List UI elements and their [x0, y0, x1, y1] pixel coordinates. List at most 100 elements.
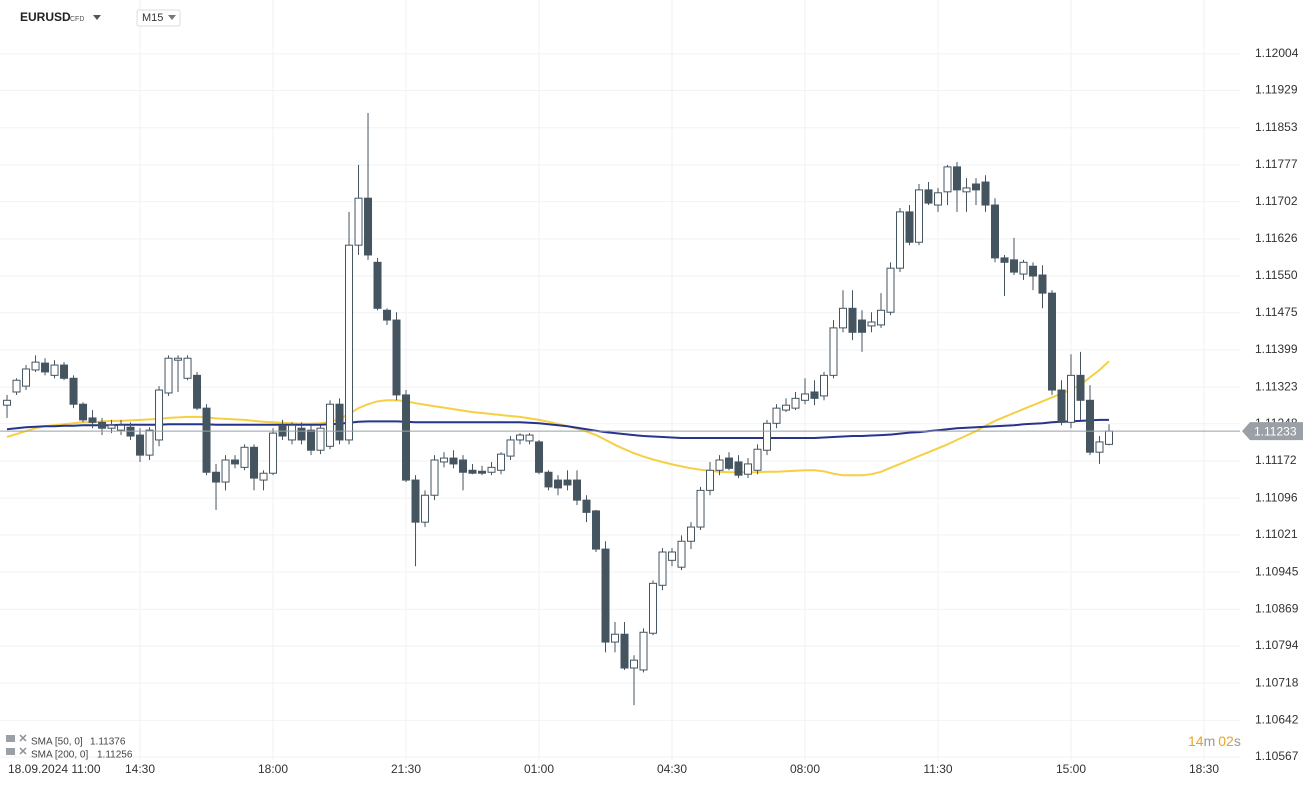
- candle-body: [1048, 292, 1057, 391]
- x-tick-label: 18:00: [258, 762, 288, 776]
- sma-line: [6, 418, 1109, 439]
- y-tick-label: 1.11777: [1255, 157, 1298, 171]
- candle-body: [1010, 259, 1019, 273]
- candle-body: [1104, 430, 1113, 445]
- candle-body: [601, 548, 610, 643]
- candle-body: [373, 261, 382, 309]
- candle-body: [763, 422, 772, 451]
- legend-remove[interactable]: [19, 747, 27, 755]
- y-tick-label: 1.10567: [1255, 749, 1299, 763]
- candle-body: [164, 357, 173, 394]
- candle-body: [335, 403, 344, 441]
- candle-body: [50, 364, 59, 376]
- candle-body: [1000, 257, 1009, 263]
- instrument-type: CFD: [70, 16, 84, 23]
- x-tick-label: 11:30: [923, 762, 952, 776]
- candle-body: [107, 424, 116, 429]
- y-tick-label: 1.11399: [1255, 342, 1298, 356]
- x-tick-label: 15:00: [1056, 762, 1086, 776]
- x-tick-label: 14:30: [125, 762, 155, 776]
- candle-body: [155, 389, 164, 441]
- candle-body: [231, 459, 240, 465]
- candle-body: [687, 526, 696, 542]
- candle-body: [12, 379, 21, 393]
- candle-body: [782, 404, 791, 411]
- x-tick-label: 08:00: [790, 762, 820, 776]
- legend-remove[interactable]: [19, 734, 27, 742]
- candle-body: [620, 633, 629, 669]
- y-tick-label: 1.11323: [1255, 379, 1298, 393]
- timer-minutes-unit: m: [1204, 733, 1216, 749]
- candle-body: [297, 427, 306, 441]
- timer-minutes: 14: [1188, 733, 1204, 749]
- candle-body: [801, 393, 810, 401]
- candle-body: [354, 197, 363, 246]
- candle-body: [174, 357, 183, 361]
- symbol-dropdown[interactable]: [93, 15, 101, 20]
- y-tick-label: 1.11550: [1255, 268, 1298, 282]
- interval[interactable]: M15: [142, 12, 163, 24]
- candle-body: [677, 540, 686, 568]
- candle-body: [582, 499, 591, 513]
- axes: 1.12004 1.11929 1.11853 1.11777 1.11702 1.116…: [0, 46, 1303, 776]
- candle-body: [88, 417, 97, 423]
- candle-body: [915, 189, 924, 243]
- candle-body: [867, 321, 876, 327]
- interval-selector[interactable]: [136, 9, 181, 27]
- candle-timer: 14m 02s: [1188, 733, 1241, 749]
- candle-body: [69, 377, 78, 405]
- legend-label: SMA [200, 0]: [31, 750, 88, 761]
- candle-body: [791, 397, 800, 409]
- candle-body: [592, 510, 601, 550]
- candle-body: [696, 489, 705, 528]
- candle-body: [706, 469, 715, 491]
- candle-body: [1076, 374, 1085, 401]
- candle-body: [326, 403, 335, 447]
- candle-body: [3, 399, 12, 406]
- last-price-tag: [1242, 422, 1303, 441]
- last-price-label: 1.11233: [1254, 424, 1297, 438]
- candle-body: [962, 187, 971, 193]
- legend-value: 1.11256: [97, 750, 133, 761]
- candle-body: [193, 374, 202, 409]
- y-tick-label: 1.10794: [1255, 638, 1299, 652]
- candle-body: [715, 459, 724, 471]
- candle-body: [449, 457, 458, 465]
- legend-icon[interactable]: [6, 735, 15, 742]
- candle-body: [563, 479, 572, 486]
- candles: [3, 113, 1113, 706]
- y-tick-label: 1.11853: [1255, 120, 1298, 134]
- y-tick-label: 1.11096: [1255, 490, 1298, 504]
- legend-icon[interactable]: [6, 748, 15, 755]
- candle-body: [392, 319, 401, 396]
- symbol[interactable]: EURUSD: [20, 10, 71, 24]
- candle-body: [345, 244, 354, 441]
- y-tick-label: 1.11475: [1255, 305, 1298, 319]
- candle-body: [668, 551, 677, 561]
- candle-body: [183, 357, 192, 379]
- candle-body: [611, 633, 620, 643]
- y-tick-label: 1.11929: [1255, 83, 1298, 97]
- candle-body: [744, 463, 753, 475]
- candle-body: [259, 472, 268, 481]
- candle-body: [411, 479, 420, 523]
- candle-body: [877, 309, 886, 326]
- candle-body: [240, 446, 249, 468]
- candle-body: [364, 197, 373, 256]
- y-tick-label: 1.11172: [1255, 453, 1297, 467]
- candle-body: [1066, 374, 1075, 423]
- candle-body: [649, 582, 658, 634]
- candle-body: [145, 429, 154, 456]
- candle-body: [31, 361, 40, 371]
- candle-body: [516, 434, 525, 441]
- candle-body: [212, 471, 221, 483]
- interval-dropdown[interactable]: [168, 15, 176, 20]
- candle-body: [98, 421, 107, 429]
- candle-body: [497, 453, 506, 471]
- y-tick-label: 1.10642: [1255, 713, 1299, 727]
- candle-body: [972, 183, 981, 191]
- candle-body: [307, 429, 316, 451]
- candle-body: [810, 391, 819, 399]
